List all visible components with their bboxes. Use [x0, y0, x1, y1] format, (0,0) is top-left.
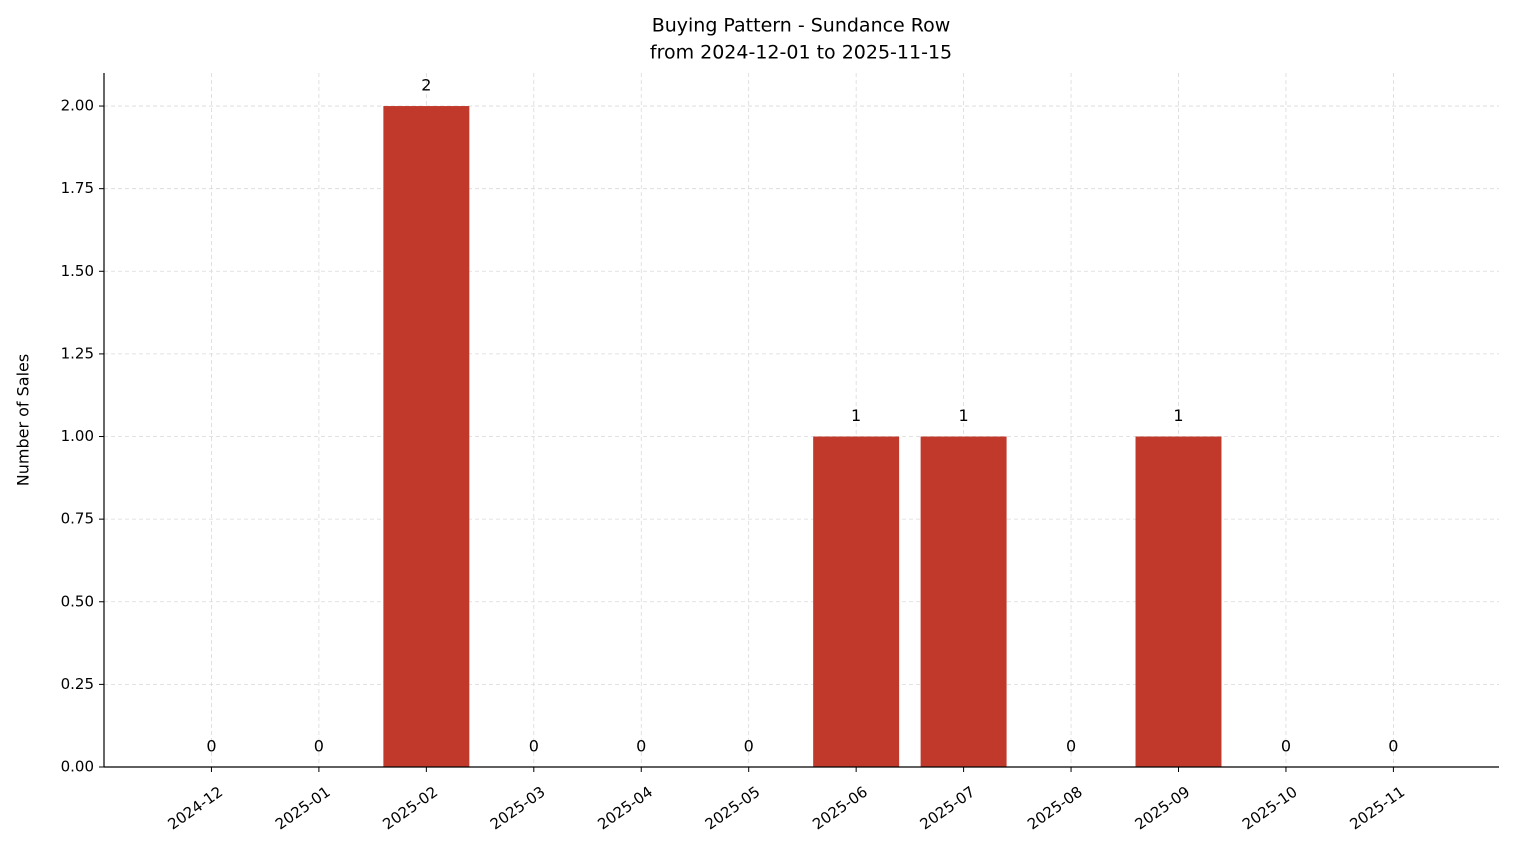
bar: [383, 106, 470, 768]
value-label: 0: [1388, 737, 1398, 756]
y-tick-label: 0.50: [61, 592, 94, 610]
bar: [920, 436, 1007, 767]
value-label: 1: [959, 406, 969, 425]
y-tick-label: 1.50: [61, 262, 94, 280]
value-label: 0: [206, 737, 216, 756]
y-tick-label: 2.00: [61, 97, 94, 115]
x-tick-label: 2025-08: [1024, 783, 1086, 834]
x-tick-label: 2025-11: [1346, 783, 1408, 834]
x-tick-label: 2025-05: [702, 783, 764, 834]
value-label: 0: [529, 737, 539, 756]
value-label: 0: [1066, 737, 1076, 756]
y-tick-label: 0.75: [61, 510, 94, 528]
x-tick-label: 2025-09: [1132, 783, 1194, 834]
x-tick-label: 2025-03: [487, 783, 549, 834]
chart-subtitle: from 2024-12-01 to 2025-11-15: [650, 42, 952, 64]
value-label: 0: [636, 737, 646, 756]
x-tick-label: 2025-01: [272, 783, 334, 834]
x-tick-label: 2025-07: [917, 783, 979, 834]
y-tick-label: 1.00: [61, 427, 94, 445]
chart-title: Buying Pattern - Sundance Row: [652, 15, 951, 37]
value-label: 1: [1173, 406, 1183, 425]
y-axis-label: Number of Sales: [14, 354, 33, 486]
value-label: 0: [314, 737, 324, 756]
bar: [813, 436, 900, 767]
x-tick-label: 2025-10: [1239, 783, 1301, 834]
y-tick-label: 1.25: [61, 344, 94, 362]
x-tick-label: 2025-02: [379, 783, 441, 834]
bar: [1135, 436, 1222, 767]
y-tick-label: 1.75: [61, 179, 94, 197]
y-tick-label: 0.00: [61, 758, 94, 776]
value-label: 0: [744, 737, 754, 756]
y-tick-label: 0.25: [61, 675, 94, 693]
x-tick-label: 2025-04: [594, 783, 656, 834]
value-label: 0: [1281, 737, 1291, 756]
x-tick-label: 2025-06: [809, 783, 871, 834]
value-label: 2: [421, 76, 431, 95]
x-tick-label: 2024-12: [164, 783, 226, 834]
value-label: 1: [851, 406, 861, 425]
